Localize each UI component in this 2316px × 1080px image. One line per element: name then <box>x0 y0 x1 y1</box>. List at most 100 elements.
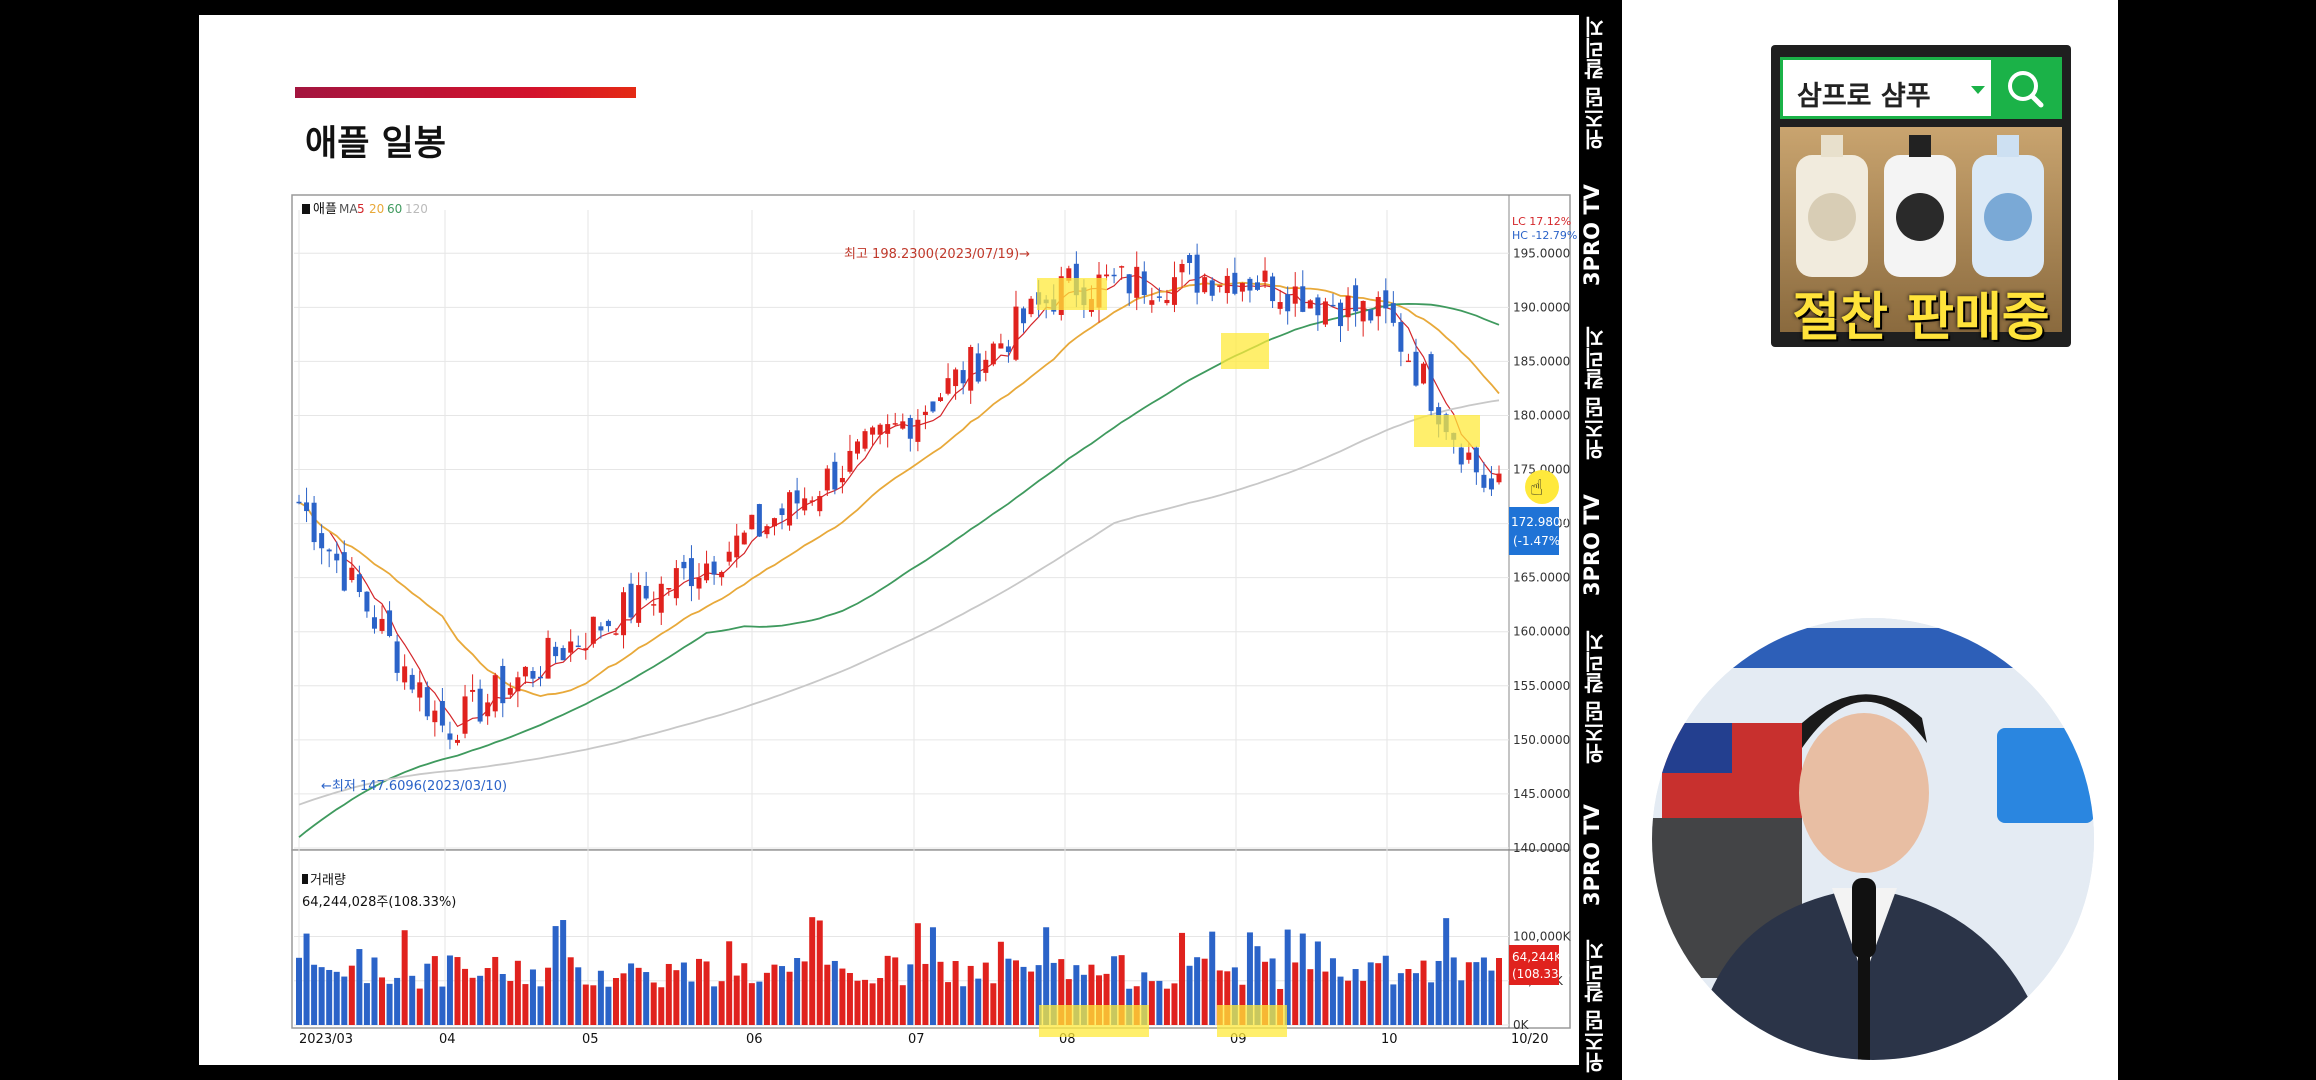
y-tick-label: 195.0000 <box>1513 246 1570 260</box>
volume-bar <box>1375 963 1382 1025</box>
candle-body <box>651 604 657 606</box>
volume-bar <box>1307 969 1314 1025</box>
candle-body <box>1360 300 1366 322</box>
volume-bar <box>333 971 340 1025</box>
volume-value: 64,244,028주(108.33%) <box>302 895 456 910</box>
candle-body <box>1217 285 1223 287</box>
candle-body <box>719 571 725 578</box>
volume-bar <box>809 917 816 1025</box>
ad-search-text: 삼프로 샴푸 <box>1797 81 1931 112</box>
volume-bar <box>484 968 491 1025</box>
candle-body <box>1496 473 1502 483</box>
shampoo-product-image <box>1780 127 2062 332</box>
candle-body <box>983 359 989 373</box>
volume-bar <box>658 987 665 1025</box>
volume-bar <box>597 970 604 1025</box>
legend-ma-60: 60 <box>387 202 402 216</box>
volume-bar <box>763 972 770 1025</box>
candle-body <box>1481 474 1487 488</box>
candle-body <box>1111 274 1117 277</box>
y-tick-label: 145.0000 <box>1513 787 1570 801</box>
candle-body <box>756 504 762 537</box>
candle-body <box>900 421 906 429</box>
volume-bar <box>1322 971 1329 1025</box>
candle-body <box>605 620 611 627</box>
candle-body <box>1488 478 1494 490</box>
volume-bar <box>567 957 574 1025</box>
volume-bar <box>1496 958 1502 1025</box>
volume-bar <box>311 964 318 1025</box>
volume-bar <box>1186 965 1193 1025</box>
volume-bar <box>1209 931 1216 1025</box>
ad-banner-text: 절찬 판매중 <box>1792 288 2050 348</box>
candle-body <box>590 616 596 644</box>
candle-body <box>839 477 845 483</box>
legend-ma-label: MA <box>339 202 358 216</box>
side-label-1: 위즈덤 칼리지 <box>1583 16 1607 150</box>
volume-bar <box>394 977 401 1025</box>
candle-body <box>538 676 544 679</box>
volume-badge-1: 64,244K <box>1512 950 1563 964</box>
candle-body <box>1232 272 1238 294</box>
volume-bar <box>318 967 325 1025</box>
volume-bar <box>446 955 453 1025</box>
candle-body <box>1307 300 1313 309</box>
hand-cursor-icon: ☝ <box>1530 476 1543 501</box>
candle-body <box>1156 296 1162 298</box>
side-label-6: 3PRO TV <box>1580 804 1604 906</box>
ad-search-box[interactable]: 삼프로 샴푸 <box>1780 57 2062 119</box>
volume-bar <box>696 958 702 1025</box>
volume-bar <box>1103 973 1110 1025</box>
volume-bar <box>1269 958 1276 1025</box>
volume-bar <box>801 961 808 1025</box>
current-price: 172.9800 <box>1511 515 1568 529</box>
candle-body <box>1345 295 1351 318</box>
candle-body <box>1368 309 1374 321</box>
candle-body <box>1315 297 1321 316</box>
volume-bar <box>982 962 989 1025</box>
ad-search-button[interactable] <box>1991 60 2059 116</box>
candle-body <box>824 468 830 491</box>
volume-bar <box>499 974 506 1025</box>
volume-bar <box>929 927 936 1025</box>
volume-bar <box>424 963 431 1025</box>
title-accent-bar <box>295 87 636 98</box>
volume-bar <box>1488 970 1495 1025</box>
volume-bar <box>907 964 914 1025</box>
candle-body <box>1179 263 1185 273</box>
candle-body <box>575 645 581 648</box>
candle-body <box>1247 278 1253 291</box>
candle-body <box>1194 254 1200 293</box>
volume-bar <box>1111 956 1118 1025</box>
volume-bar <box>401 930 408 1025</box>
shampoo-ad-banner[interactable]: 삼프로 샴푸 절찬 판매중 <box>1771 45 2071 348</box>
volume-bar <box>839 968 846 1025</box>
volume-bar <box>529 969 536 1025</box>
volume-bar <box>1020 966 1027 1025</box>
volume-bar <box>439 986 446 1025</box>
candle-body <box>304 502 310 512</box>
volume-bar <box>379 977 386 1025</box>
candle-body <box>356 574 362 593</box>
channel-side-strip: 위즈덤 칼리지 3PRO TV 위즈덤 칼리지 3PRO TV 위즈덤 칼리지 … <box>1580 0 1622 1080</box>
candle-body <box>734 535 740 558</box>
volume-bar <box>1420 960 1427 1025</box>
volume-bar <box>786 971 793 1025</box>
volume-bar <box>914 923 921 1025</box>
volume-bar <box>386 983 393 1025</box>
volume-bar <box>1073 965 1080 1025</box>
stat-lc: LC 17.12% <box>1512 215 1571 228</box>
ma-line-60 <box>298 302 1500 838</box>
volume-bar <box>779 966 786 1025</box>
y-tick-label: 140.0000 <box>1513 841 1570 855</box>
volume-bar <box>922 963 929 1025</box>
y-tick-label: 160.0000 <box>1513 625 1570 639</box>
candle-body <box>1254 282 1260 290</box>
volume-bar <box>341 976 348 1025</box>
volume-bar <box>469 977 476 1025</box>
volume-bar <box>1179 932 1186 1025</box>
volume-bar <box>952 961 959 1025</box>
x-tick-label: 2023/03 <box>299 1032 353 1047</box>
candle-body <box>636 585 642 623</box>
candle-body <box>862 431 868 449</box>
